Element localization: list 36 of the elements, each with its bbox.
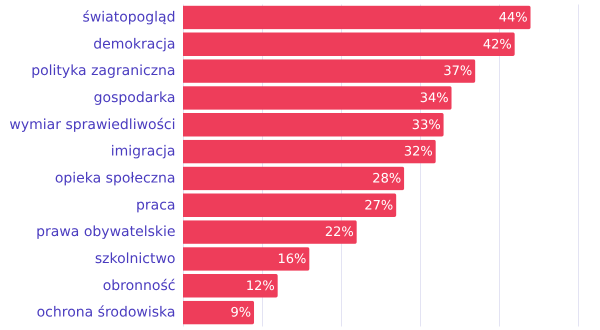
data-label: 44% [498,10,528,26]
data-label: 16% [277,252,306,267]
y-tick-label: polityka zagraniczna [31,63,176,80]
data-label: 22% [324,225,354,240]
bar [183,300,254,324]
data-label: 34% [420,90,449,106]
bar [183,193,396,218]
bar [183,140,436,164]
y-tick-label: szkolnictwo [94,250,176,267]
bar [183,86,452,110]
bar [183,247,310,271]
bar [183,274,278,298]
data-label: 32% [404,144,433,160]
y-tick-label: imigracja [110,144,176,160]
data-label: 37% [443,64,472,80]
bar [183,112,444,137]
y-tick-label: gospodarka [94,90,176,106]
y-tick-label: ochrona środowiska [36,304,176,321]
y-tick-label: prawa obywatelskie [36,224,176,240]
y-tick-label: obronność [102,278,176,294]
data-label: 33% [412,118,441,133]
bar [183,6,531,30]
bar [183,220,357,244]
y-tick-label: opieka społeczna [54,170,176,186]
data-label: 27% [364,198,394,214]
y-tick-label: wymiar sprawiedliwości [9,116,176,133]
bar [183,32,515,56]
data-label: 12% [246,278,275,294]
bar [183,166,404,190]
data-label: 9% [230,306,252,321]
y-tick-label: praca [136,197,176,214]
y-tick-label: światopogląd [82,9,176,26]
data-label: 28% [372,171,402,186]
y-tick-label: demokracja [93,36,176,52]
bar [183,59,476,83]
data-label: 42% [482,37,512,52]
